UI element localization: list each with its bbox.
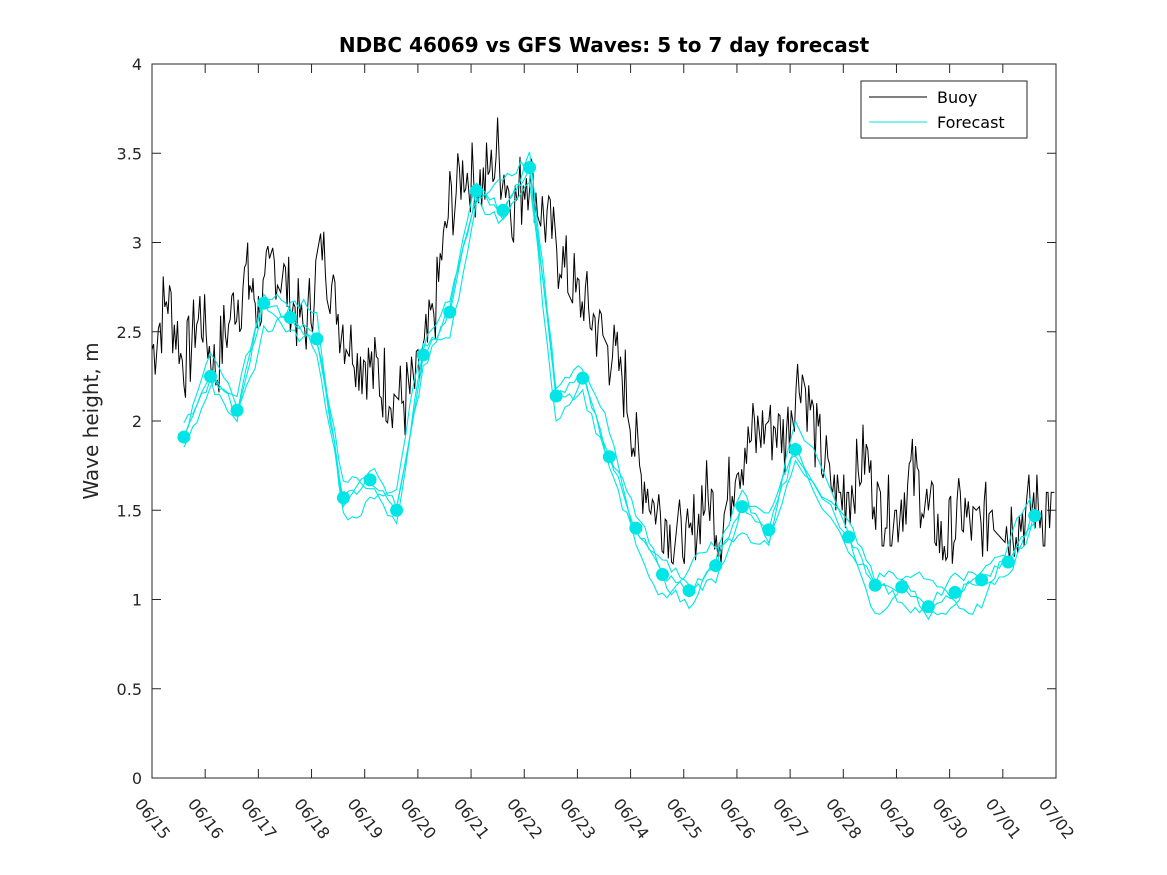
forecast-point	[496, 203, 510, 217]
x-tick-label: 06/20	[397, 795, 440, 843]
forecast-point	[336, 491, 350, 505]
forecast-point	[762, 523, 776, 537]
forecast-point	[363, 473, 377, 487]
forecast-point	[230, 403, 244, 417]
buoy-series-line	[151, 117, 1055, 565]
forecast-point	[576, 371, 590, 385]
forecast-point	[655, 568, 669, 582]
axes-box	[151, 63, 1057, 779]
chart-title: NDBC 46069 vs GFS Waves: 5 to 7 day fore…	[339, 33, 870, 57]
forecast-point	[842, 530, 856, 544]
forecast-series-line	[183, 181, 1036, 621]
forecast-point	[975, 573, 989, 587]
x-tick-label: 06/28	[822, 795, 865, 843]
forecast-point	[602, 450, 616, 464]
forecast-series-line	[183, 165, 1036, 611]
y-tick-label: 3	[132, 234, 142, 253]
forecast-series-line	[183, 160, 1036, 616]
forecast-point	[549, 389, 563, 403]
forecast-point	[895, 580, 909, 594]
forecast-point	[443, 305, 457, 319]
forecast-point	[257, 296, 271, 310]
legend-box	[860, 80, 1028, 139]
forecast-point	[523, 161, 537, 175]
forecast-point	[310, 332, 324, 346]
y-tick-label: 1.5	[117, 501, 142, 520]
forecast-point	[921, 600, 935, 614]
x-tick-label: 07/01	[982, 795, 1025, 843]
forecast-series-line	[183, 151, 1036, 614]
y-axis-label: Wave height, m	[79, 342, 103, 499]
y-tick-label: 2.5	[117, 323, 142, 342]
x-tick-label: 06/23	[556, 795, 599, 843]
x-tick-label: 06/27	[769, 795, 812, 843]
forecast-point	[1001, 555, 1015, 569]
x-tick-label: 06/18	[290, 795, 333, 843]
x-tick-label: 06/24	[609, 795, 652, 843]
y-tick-label: 4	[132, 55, 142, 74]
y-tick-label: 3.5	[117, 144, 142, 163]
x-tick-label: 06/29	[875, 795, 918, 843]
forecast-point	[682, 584, 696, 598]
y-axis-ticks: 0 0.5 1 1.5 2 2.5 3 3.5 4	[117, 55, 1056, 788]
forecast-point	[709, 559, 723, 573]
y-tick-label: 2	[132, 412, 142, 431]
y-tick-label: 0	[132, 769, 142, 788]
legend-buoy-label: Buoy	[937, 88, 977, 107]
x-tick-label: 06/30	[928, 795, 971, 843]
x-tick-label: 06/16	[184, 795, 227, 843]
x-tick-label: 06/15	[131, 795, 174, 843]
forecast-point	[390, 503, 404, 517]
forecast-point	[283, 310, 297, 324]
x-tick-label: 06/17	[237, 795, 280, 843]
legend-forecast-label: Forecast	[937, 113, 1005, 132]
forecast-point	[177, 430, 191, 444]
forecast-point	[735, 500, 749, 514]
plot-area	[151, 117, 1055, 621]
x-tick-label: 06/21	[450, 795, 493, 843]
forecast-point	[948, 585, 962, 599]
x-tick-label: 06/25	[663, 795, 706, 843]
forecast-point	[788, 443, 802, 457]
axes-frame	[151, 63, 1057, 779]
x-tick-label: 06/22	[503, 795, 546, 843]
legend: Buoy Forecast	[860, 80, 1028, 139]
forecast-point	[1028, 509, 1042, 523]
forecast-point	[203, 369, 217, 383]
forecast-point	[416, 348, 430, 362]
forecast-point	[868, 578, 882, 592]
forecast-point	[469, 184, 483, 198]
y-tick-label: 0.5	[117, 680, 142, 699]
x-tick-label: 07/02	[1035, 795, 1078, 843]
x-tick-label: 06/19	[344, 795, 387, 843]
x-tick-label: 06/26	[716, 795, 759, 843]
y-tick-label: 1	[132, 591, 142, 610]
forecast-point	[629, 521, 643, 535]
